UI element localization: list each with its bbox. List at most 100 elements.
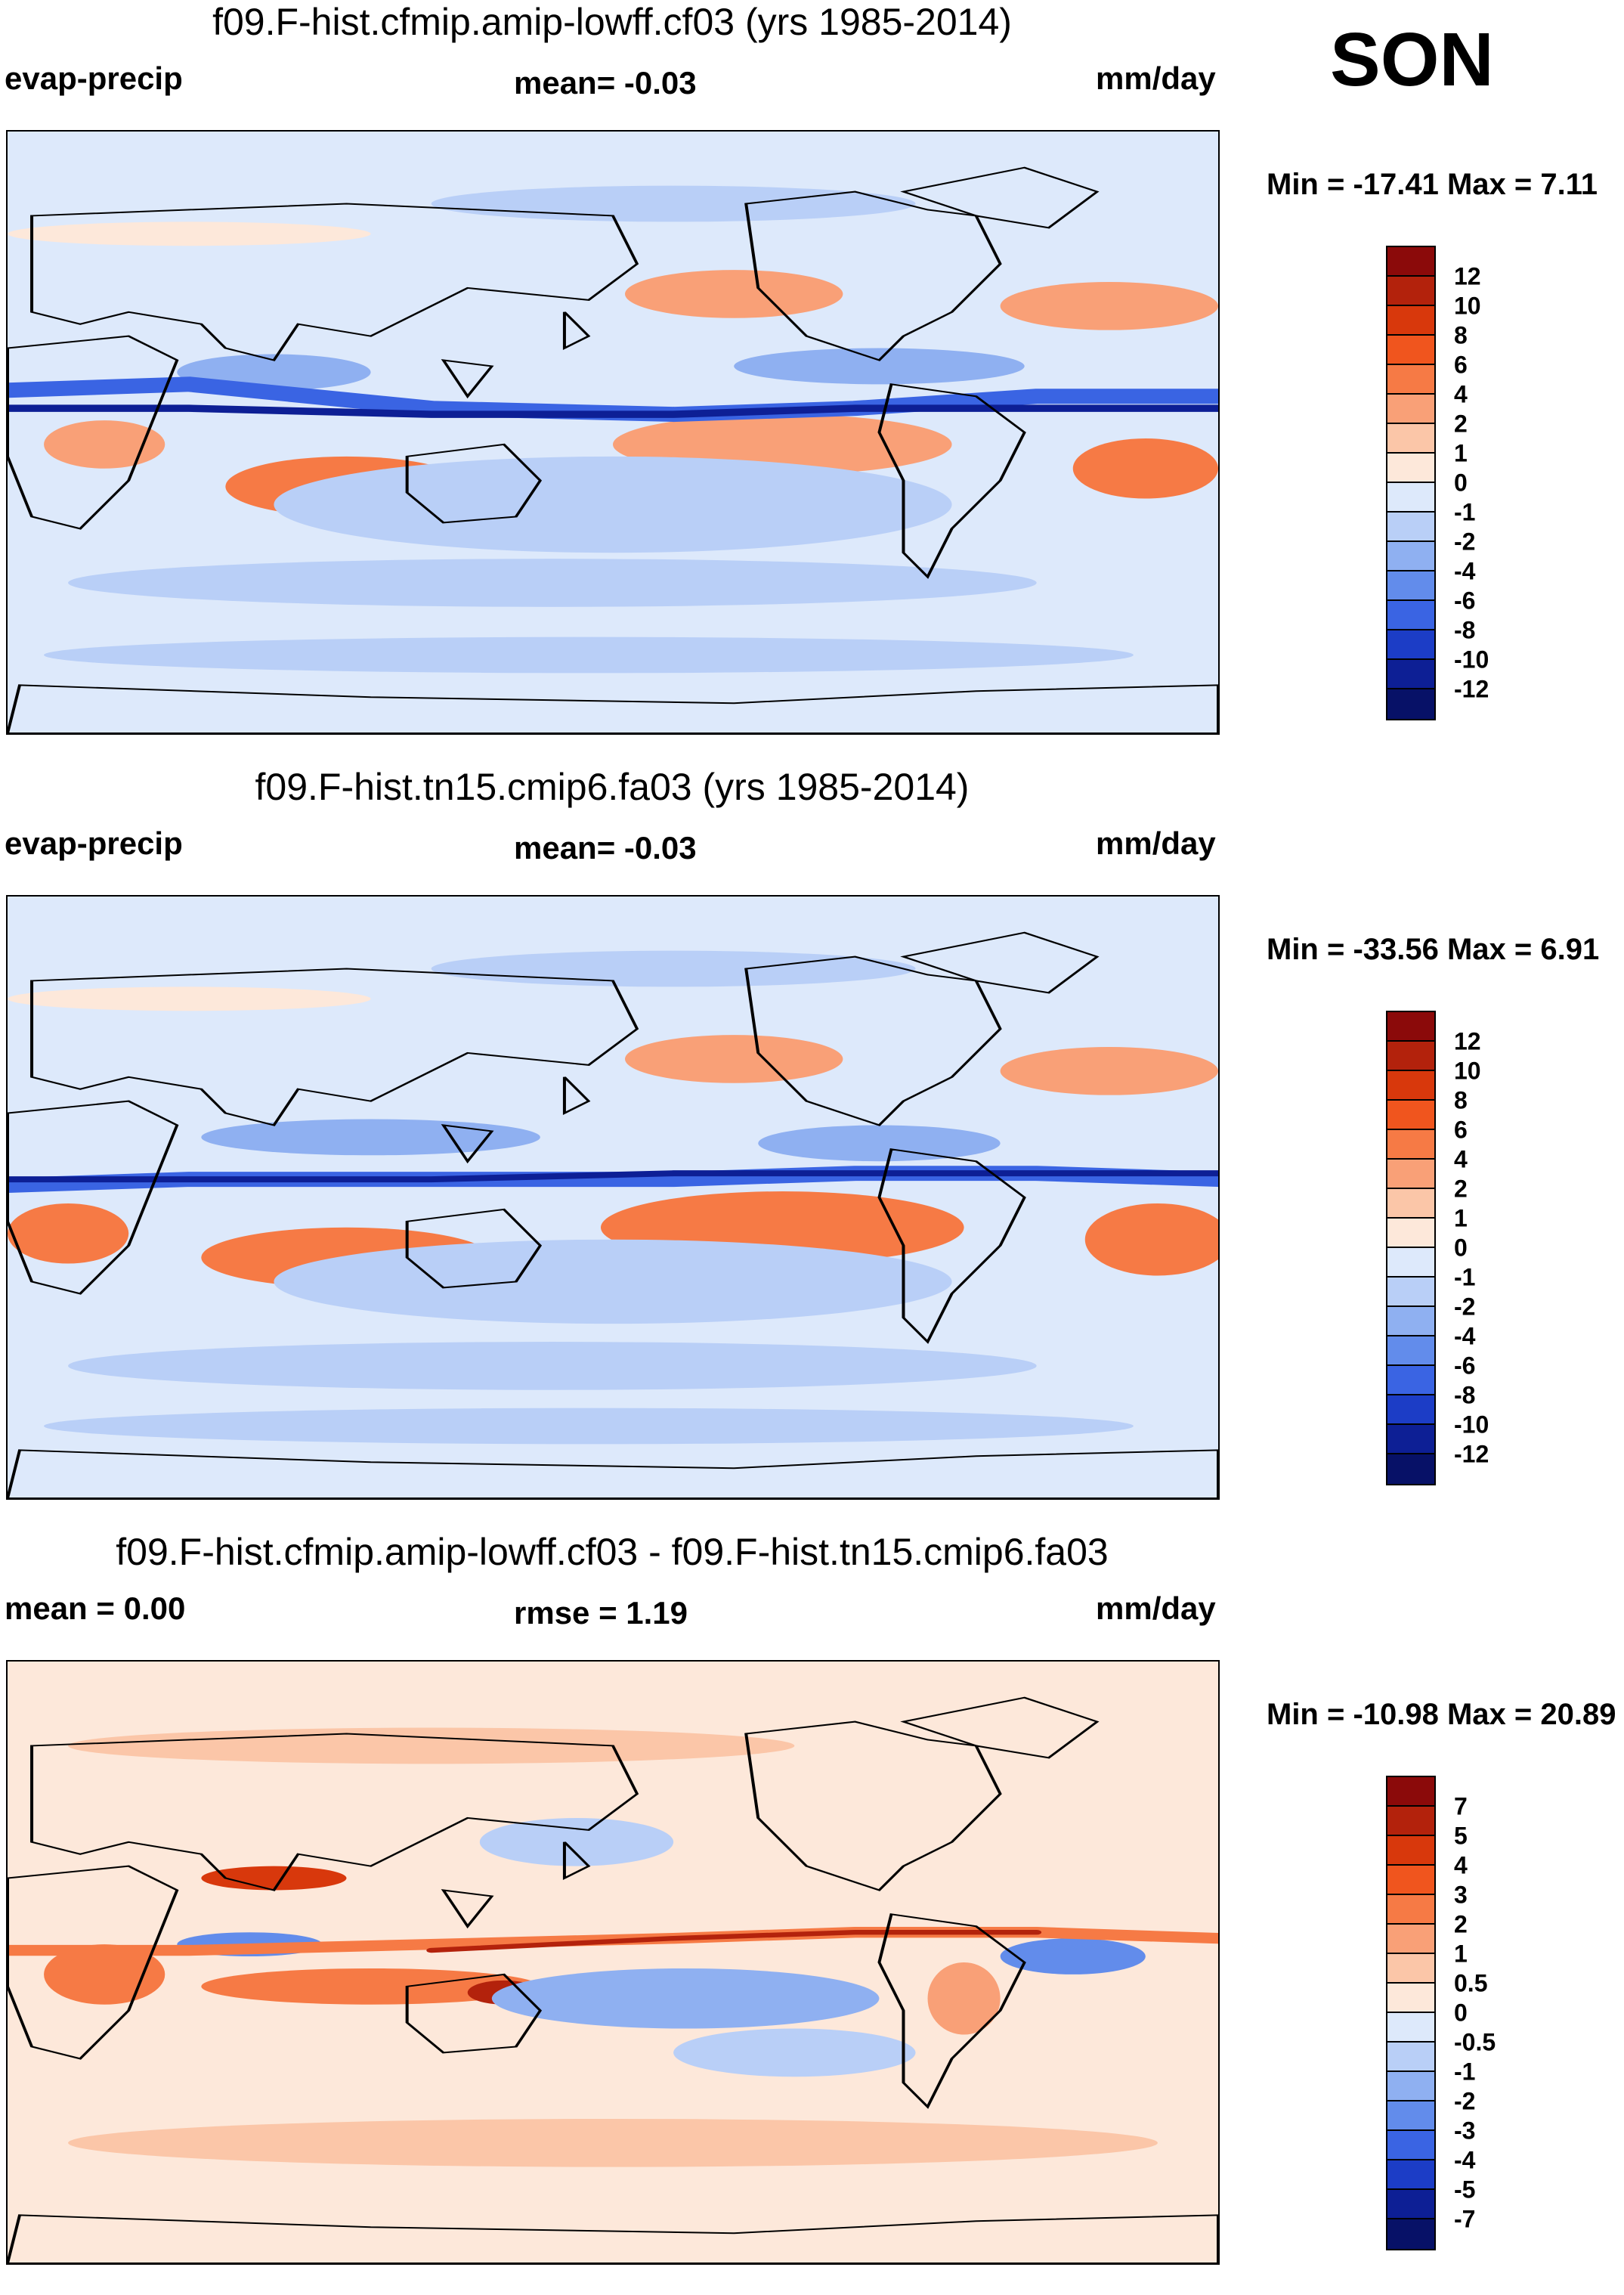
- colorbar-label: 2: [1454, 1175, 1468, 1203]
- field-patch: [1000, 1938, 1146, 1974]
- colorbar-label: 0: [1454, 1234, 1468, 1262]
- left-label: evap-precip: [5, 60, 183, 96]
- colorbar-box: [1387, 1895, 1434, 1925]
- coastline: [877, 1148, 1026, 1344]
- colorbar-label: -8: [1454, 616, 1476, 644]
- left-label: mean = 0.00: [5, 1590, 186, 1626]
- colorbar-label: -1: [1454, 498, 1476, 526]
- field-patch: [8, 1203, 129, 1264]
- field-band: [8, 404, 1218, 418]
- coastline: [900, 166, 1100, 229]
- field-patch: [479, 1817, 674, 1866]
- minmax-label: Min = -10.98 Max = 20.89: [1267, 1698, 1616, 1731]
- colorbar-box: [1387, 1807, 1434, 1836]
- season-label: SON: [1330, 17, 1494, 102]
- colorbar-box: [1387, 483, 1434, 513]
- colorbar-label: -2: [1454, 1293, 1476, 1321]
- field-patch: [8, 221, 371, 246]
- field-patch: [625, 270, 843, 318]
- field-patch: [44, 420, 165, 469]
- coastline: [405, 443, 543, 524]
- colorbar-box: [1387, 1395, 1434, 1425]
- colorbar-box: [1387, 1130, 1434, 1160]
- mid-label: mean= -0.03: [514, 830, 697, 866]
- colorbar-box: [1387, 1836, 1434, 1866]
- colorbar-box: [1387, 2219, 1434, 2249]
- coastline: [744, 955, 1002, 1126]
- coastline: [8, 335, 179, 530]
- panel-title: f09.F-hist.cfmip.amip-lowff.cf03 (yrs 19…: [212, 1, 1012, 43]
- colorbar-box: [1387, 1454, 1434, 1484]
- colorbar-label: 6: [1454, 1116, 1468, 1144]
- colorbar-box: [1387, 513, 1434, 542]
- colorbar-box: [1387, 424, 1434, 454]
- colorbar-label: 7: [1454, 1792, 1468, 1820]
- colorbar-label: -2: [1454, 528, 1476, 556]
- map-panel-3: f09.F-hist.cfmip.amip-lowff.cf03 - f09.F…: [0, 1530, 1624, 2295]
- colorbar-box: [1387, 1777, 1434, 1807]
- colorbar-label: 0.5: [1454, 1969, 1488, 1997]
- colorbar-box: [1387, 336, 1434, 365]
- coastline: [405, 1973, 543, 2054]
- colorbar-label: -5: [1454, 2176, 1476, 2204]
- field-patch: [68, 2118, 1158, 2167]
- field-patch: [491, 1968, 880, 2029]
- colorbar-box: [1387, 1012, 1434, 1042]
- colorbar-label: -1: [1454, 1263, 1476, 1291]
- coastline: [30, 1733, 639, 1891]
- coastline: [8, 1449, 1218, 1498]
- coastline: [8, 684, 1218, 733]
- map-plot: [6, 1660, 1220, 2265]
- map-panel-1: f09.F-hist.cfmip.amip-lowff.cf03 (yrs 19…: [0, 0, 1624, 765]
- colorbar-label: 2: [1454, 1910, 1468, 1938]
- mid-label: mean= -0.03: [514, 65, 697, 101]
- minmax-label: Min = -17.41 Max = 7.11: [1267, 168, 1598, 201]
- colorbar-box: [1387, 1160, 1434, 1189]
- field-patch: [431, 950, 916, 987]
- colorbar-label: 8: [1454, 1086, 1468, 1114]
- mid-label: rmse = 1.19: [514, 1595, 688, 1631]
- coastline: [405, 1208, 543, 1289]
- field-svg: [8, 897, 1218, 1498]
- field-patch: [1000, 1047, 1218, 1095]
- colorbar-label: 4: [1454, 1145, 1468, 1173]
- coastline: [900, 1696, 1100, 1759]
- colorbar-label: -0.5: [1454, 2028, 1496, 2056]
- field-patch: [8, 986, 371, 1011]
- colorbar-label: 6: [1454, 351, 1468, 379]
- colorbar-box: [1387, 1366, 1434, 1395]
- coastline: [8, 2214, 1218, 2263]
- colorbar-label: 10: [1454, 292, 1481, 320]
- colorbar-box: [1387, 454, 1434, 483]
- coastline: [900, 931, 1100, 994]
- colorbar-label: 4: [1454, 380, 1468, 408]
- field-patch: [68, 1342, 1037, 1390]
- field-band: [426, 1930, 1042, 1953]
- field-patch: [758, 1125, 1001, 1162]
- field-patch: [274, 1239, 952, 1324]
- units-label: mm/day: [1096, 825, 1216, 861]
- colorbar-label: -1: [1454, 2058, 1476, 2086]
- colorbar-box: [1387, 1042, 1434, 1071]
- coastline: [30, 203, 639, 361]
- field-patch: [734, 348, 1025, 385]
- colorbar-box: [1387, 1101, 1434, 1130]
- field-patch: [1072, 438, 1218, 499]
- panel-title: f09.F-hist.tn15.cmip6.fa03 (yrs 1985-201…: [255, 766, 970, 808]
- colorbar-label: 10: [1454, 1057, 1481, 1085]
- left-label: evap-precip: [5, 825, 183, 861]
- field-patch: [1000, 282, 1218, 330]
- field-patch: [201, 1968, 540, 2005]
- coastline: [441, 359, 494, 399]
- colorbar-box: [1387, 1278, 1434, 1307]
- colorbar-label: 12: [1454, 1027, 1481, 1055]
- units-label: mm/day: [1096, 60, 1216, 96]
- colorbar-box: [1387, 542, 1434, 571]
- colorbar-box: [1387, 2160, 1434, 2190]
- colorbar-label: 4: [1454, 1851, 1468, 1879]
- colorbar-box: [1387, 1925, 1434, 1954]
- colorbar-box: [1387, 1248, 1434, 1278]
- colorbar: [1386, 246, 1436, 720]
- colorbar-box: [1387, 2190, 1434, 2219]
- colorbar: [1386, 1011, 1436, 1485]
